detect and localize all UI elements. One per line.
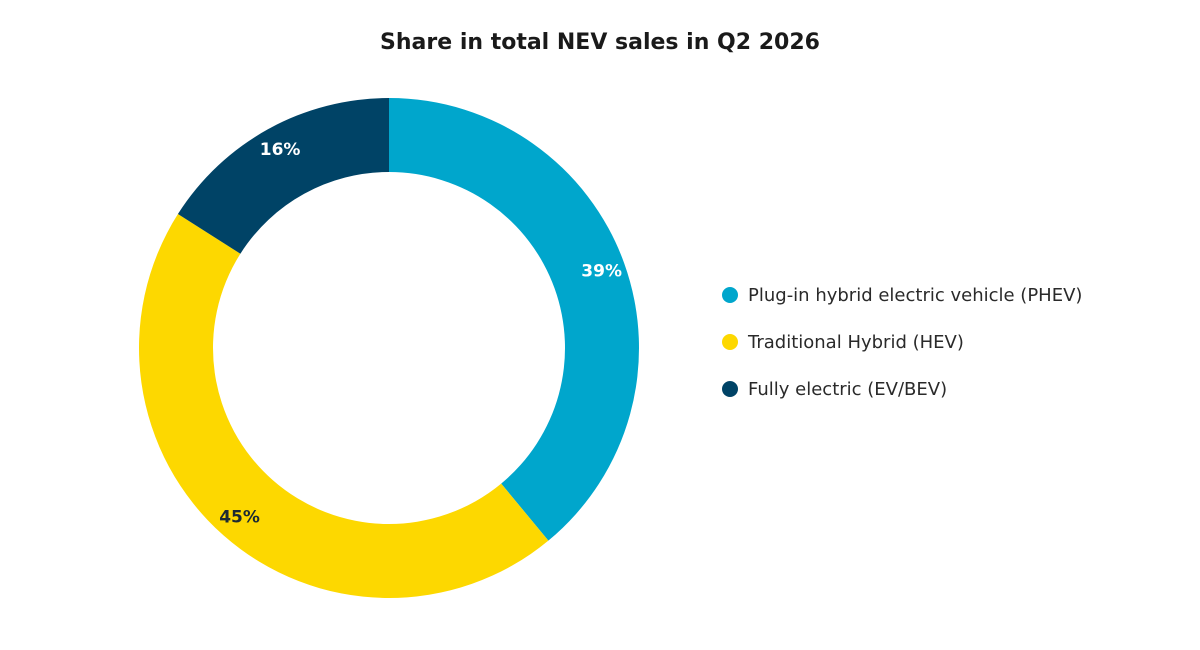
chart-legend: Plug-in hybrid electric vehicle (PHEV) T… bbox=[722, 283, 1182, 424]
legend-item-phev: Plug-in hybrid electric vehicle (PHEV) bbox=[722, 283, 1182, 307]
legend-label-hev: Traditional Hybrid (HEV) bbox=[748, 331, 964, 353]
legend-swatch-bev-icon bbox=[722, 381, 738, 397]
legend-label-bev: Fully electric (EV/BEV) bbox=[748, 378, 948, 400]
legend-item-hev: Traditional Hybrid (HEV) bbox=[722, 330, 1182, 354]
legend-swatch-hev-icon bbox=[722, 334, 738, 350]
donut-slice-0 bbox=[389, 98, 640, 541]
slice-value-label-2: 16% bbox=[260, 140, 301, 160]
donut-slice-2 bbox=[177, 98, 389, 254]
chart-title: Share in total NEV sales in Q2 2026 bbox=[380, 30, 820, 55]
legend-swatch-phev-icon bbox=[722, 287, 738, 303]
slice-value-label-1: 45% bbox=[219, 508, 260, 528]
donut-slice-1 bbox=[138, 214, 549, 599]
legend-item-bev: Fully electric (EV/BEV) bbox=[722, 377, 1182, 401]
slice-value-label-0: 39% bbox=[581, 261, 622, 281]
legend-label-phev: Plug-in hybrid electric vehicle (PHEV) bbox=[748, 284, 1083, 306]
donut-slices bbox=[138, 98, 640, 599]
donut-slice-labels: 39% 45% 16% bbox=[219, 140, 622, 528]
